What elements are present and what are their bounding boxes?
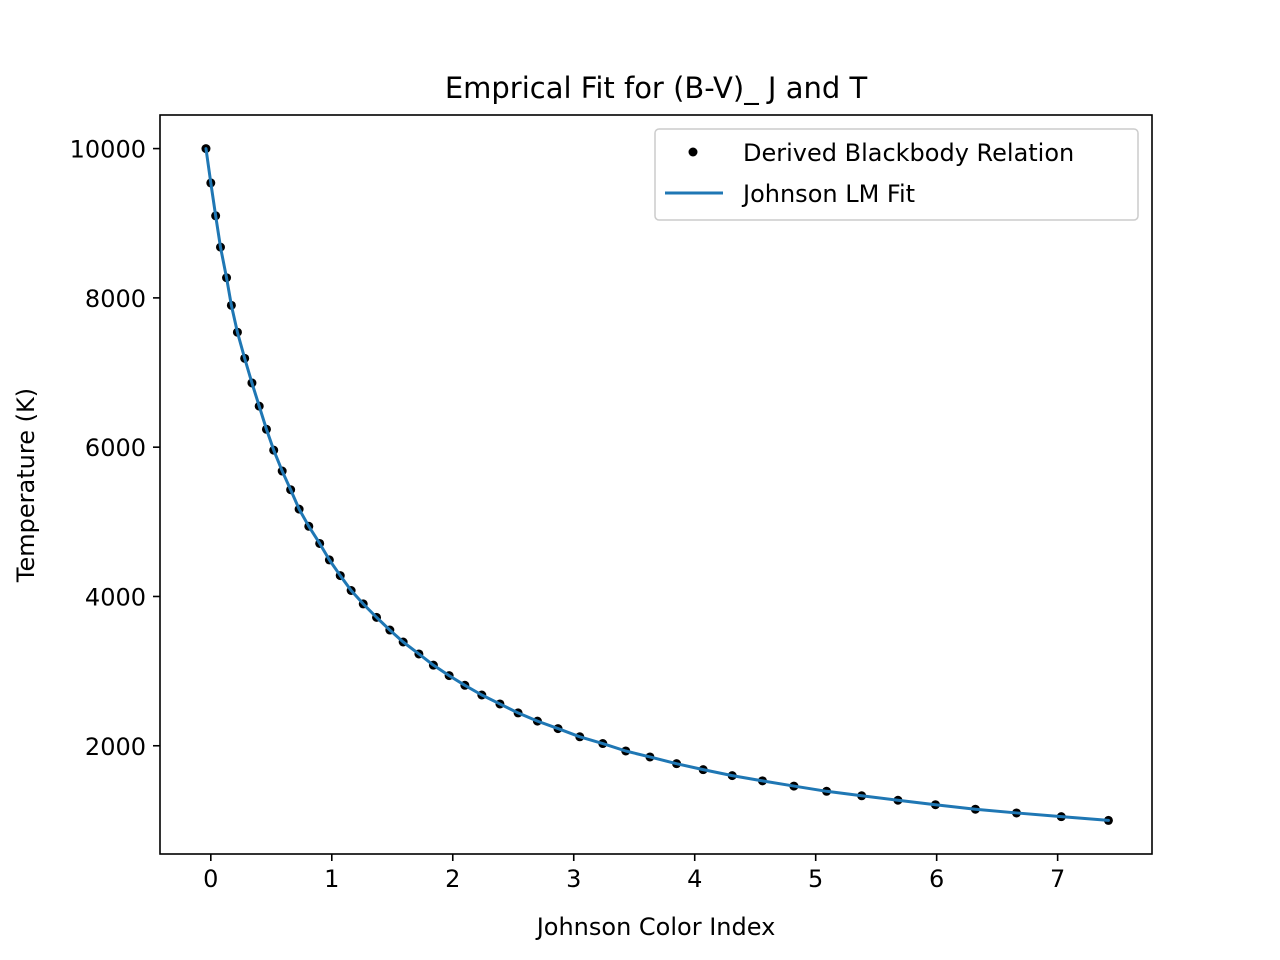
fit-line bbox=[204, 147, 1110, 822]
legend-box bbox=[654, 128, 1139, 221]
legend-label-johnson-fit: Johnson LM Fit bbox=[741, 180, 915, 208]
axes-frame bbox=[159, 114, 1153, 855]
y-tick-label: 4000 bbox=[85, 583, 146, 611]
y-axis-label: Temperature (K) bbox=[12, 388, 40, 583]
y-tick-label: 2000 bbox=[85, 733, 146, 761]
x-tick-label: 2 bbox=[445, 865, 460, 893]
x-axis-ticks: 0 1 2 3 4 5 6 7 bbox=[203, 854, 1065, 893]
x-tick-label: 7 bbox=[1050, 865, 1065, 893]
legend-label-derived-blackbody: Derived Blackbody Relation bbox=[743, 139, 1074, 167]
y-tick-label: 10000 bbox=[70, 136, 146, 164]
x-tick-label: 4 bbox=[687, 865, 702, 893]
plot-area bbox=[201, 144, 1113, 825]
y-tick-label: 6000 bbox=[85, 434, 146, 462]
legend-marker-derived-blackbody bbox=[688, 147, 698, 157]
y-axis-ticks: 2000 4000 6000 8000 10000 bbox=[70, 136, 160, 761]
x-axis-label: Johnson Color Index bbox=[535, 913, 776, 941]
x-tick-label: 1 bbox=[324, 865, 339, 893]
x-tick-label: 5 bbox=[808, 865, 823, 893]
chart-title: Emprical Fit for (B-V)_ J and T bbox=[445, 71, 868, 105]
legend: Derived Blackbody Relation Johnson LM Fi… bbox=[654, 128, 1139, 221]
x-tick-label: 3 bbox=[566, 865, 581, 893]
y-tick-label: 8000 bbox=[85, 285, 146, 313]
x-tick-label: 6 bbox=[929, 865, 944, 893]
x-tick-label: 0 bbox=[203, 865, 218, 893]
